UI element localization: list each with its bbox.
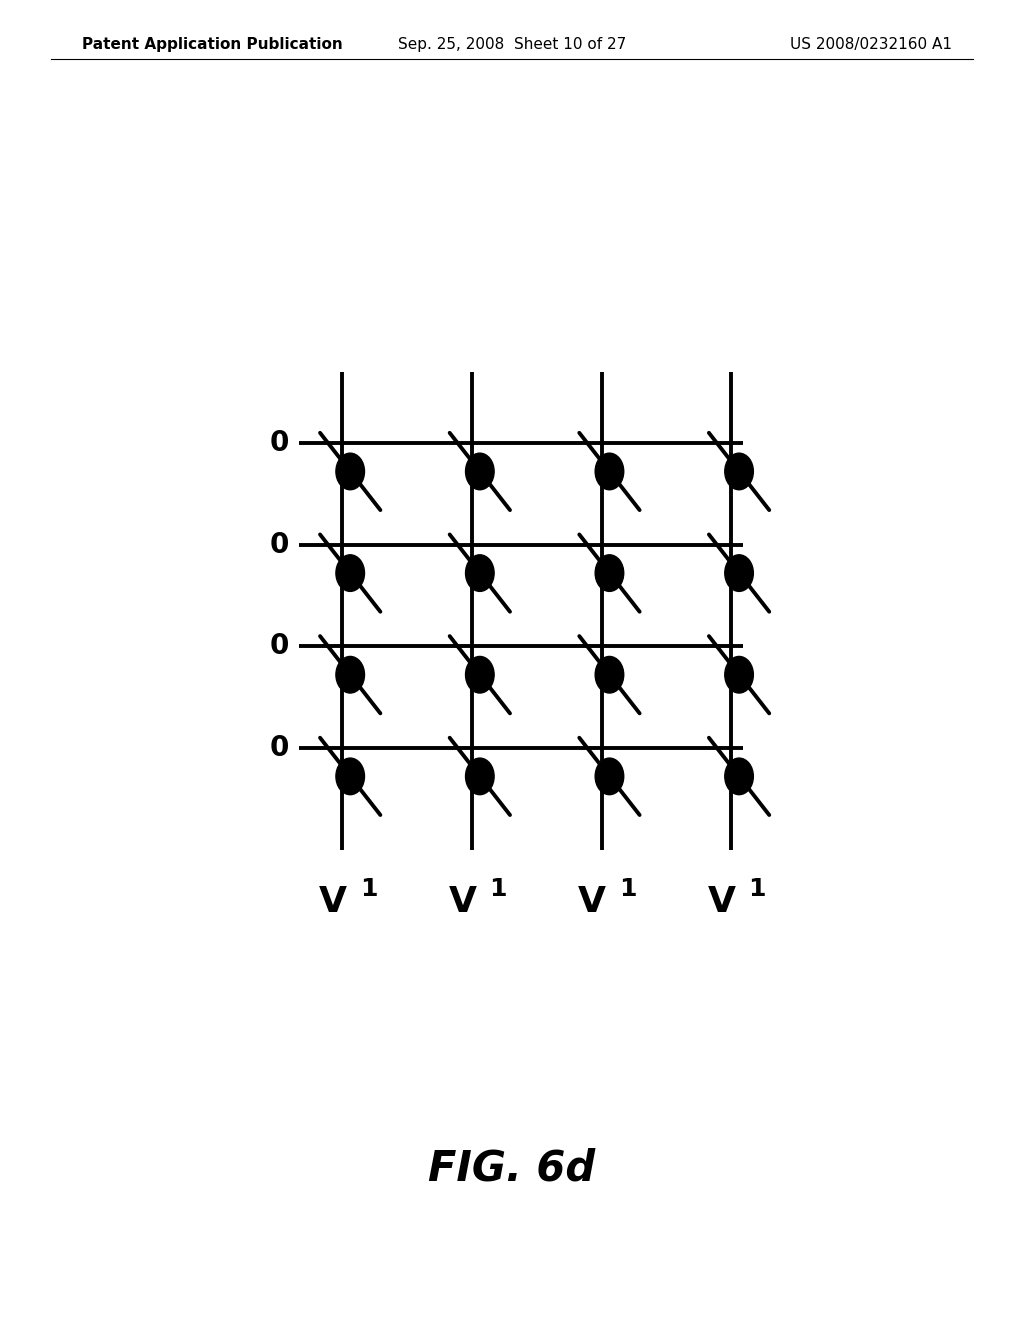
Text: Patent Application Publication: Patent Application Publication xyxy=(82,37,343,51)
Text: 1: 1 xyxy=(618,876,637,902)
Text: V: V xyxy=(708,886,735,919)
Text: FIG. 6d: FIG. 6d xyxy=(428,1147,596,1189)
Text: V: V xyxy=(318,886,347,919)
Circle shape xyxy=(595,656,624,693)
Circle shape xyxy=(725,758,754,795)
Text: 0: 0 xyxy=(269,429,289,457)
Circle shape xyxy=(595,758,624,795)
Text: 1: 1 xyxy=(359,876,377,902)
Circle shape xyxy=(336,758,365,795)
Circle shape xyxy=(466,656,495,693)
Circle shape xyxy=(595,554,624,591)
Circle shape xyxy=(595,453,624,490)
Text: US 2008/0232160 A1: US 2008/0232160 A1 xyxy=(791,37,952,51)
Circle shape xyxy=(725,453,754,490)
Text: V: V xyxy=(449,886,476,919)
Circle shape xyxy=(466,758,495,795)
Circle shape xyxy=(336,554,365,591)
Text: Sep. 25, 2008  Sheet 10 of 27: Sep. 25, 2008 Sheet 10 of 27 xyxy=(398,37,626,51)
Circle shape xyxy=(725,656,754,693)
Text: 0: 0 xyxy=(269,632,289,660)
Circle shape xyxy=(466,554,495,591)
Text: 1: 1 xyxy=(489,876,507,902)
Text: 0: 0 xyxy=(269,734,289,762)
Circle shape xyxy=(466,453,495,490)
Circle shape xyxy=(336,656,365,693)
Text: 1: 1 xyxy=(749,876,766,902)
Text: V: V xyxy=(578,886,606,919)
Circle shape xyxy=(725,554,754,591)
Text: 0: 0 xyxy=(269,531,289,558)
Circle shape xyxy=(336,453,365,490)
